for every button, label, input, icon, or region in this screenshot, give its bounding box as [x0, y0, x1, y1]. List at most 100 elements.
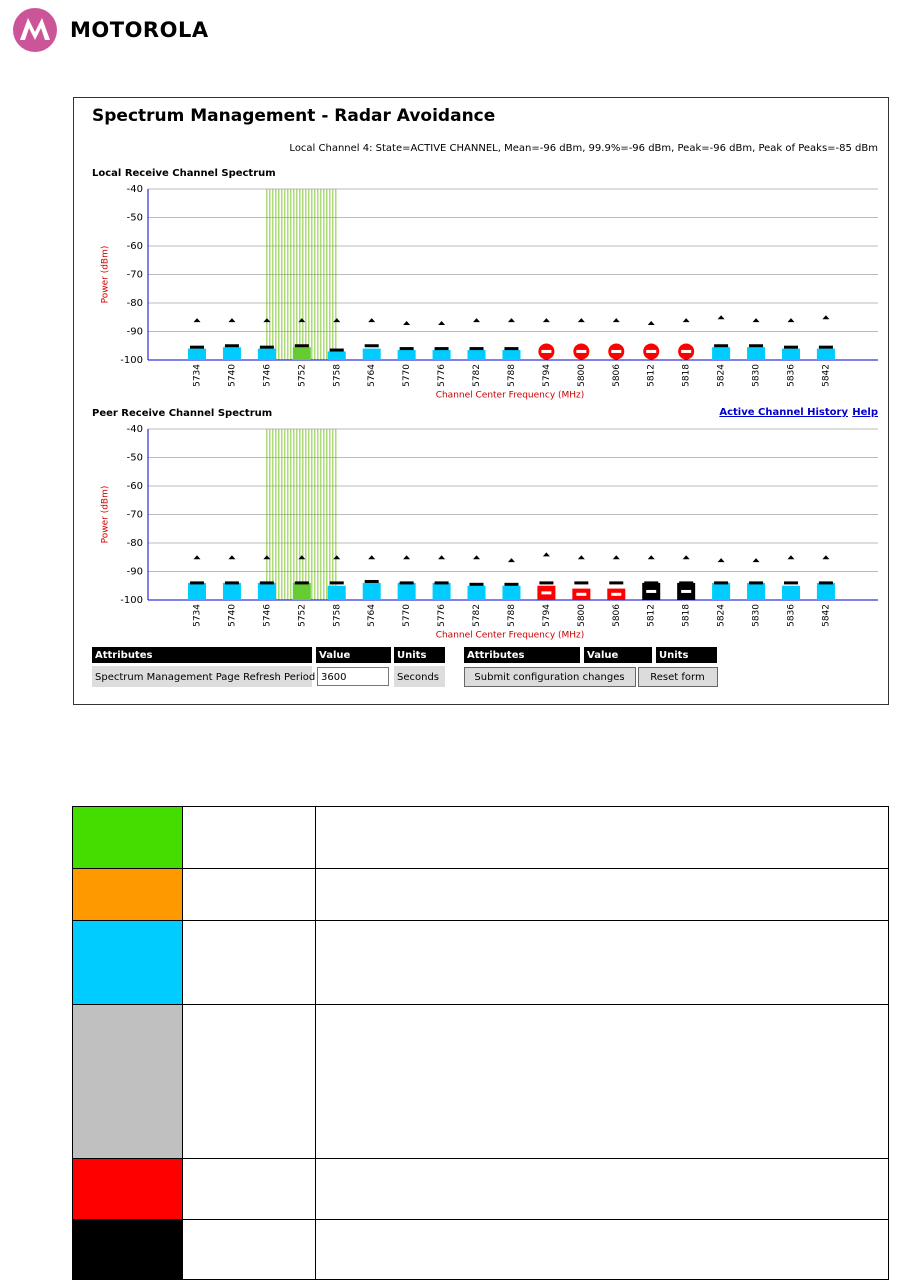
- y-tick-label: -60: [127, 481, 143, 492]
- x-tick-label: 5734: [193, 604, 203, 627]
- bar: [467, 350, 486, 360]
- x-tick-label: 5770: [402, 364, 412, 387]
- x-tick-label: 5836: [786, 604, 796, 627]
- bar: [222, 347, 241, 360]
- link-history[interactable]: Active Channel History: [719, 407, 848, 418]
- bar: [467, 585, 486, 600]
- bar: [747, 582, 766, 600]
- peak-marker: [542, 318, 550, 323]
- x-tick-label: 5800: [577, 364, 587, 387]
- y-tick-label: -60: [127, 241, 143, 252]
- value-text[interactable]: 3600: [321, 672, 346, 683]
- percentile-line: [504, 582, 519, 586]
- x-tick-label: 5842: [821, 604, 831, 627]
- percentile-line: [329, 348, 344, 352]
- brand: MOTOROLA: [70, 18, 209, 42]
- table-header-text: Units: [397, 650, 426, 661]
- x-tick-label: 5770: [402, 604, 412, 627]
- radar-dash: [681, 349, 692, 353]
- peak-marker: [298, 555, 306, 560]
- status-line: Local Channel 4: State=ACTIVE CHANNEL, M…: [289, 143, 878, 154]
- bar: [397, 350, 416, 360]
- table-header-text: Value: [319, 650, 350, 661]
- button[interactable]: [638, 667, 718, 687]
- legend-swatch: [73, 807, 182, 868]
- x-tick-label: 5824: [717, 604, 727, 627]
- radar-dash: [576, 592, 587, 596]
- units-cell: [394, 666, 445, 687]
- percentile-line: [818, 345, 833, 349]
- bar: [257, 582, 276, 600]
- x-tick-label: 5824: [717, 364, 727, 387]
- peak-marker: [228, 555, 236, 560]
- y-tick-label: -90: [127, 327, 143, 338]
- x-tick-label: 5734: [193, 364, 203, 387]
- peak-marker: [333, 555, 341, 560]
- peak-marker: [507, 318, 515, 323]
- chart-title: Local Receive Channel Spectrum: [92, 168, 276, 179]
- x-tick-label: 5830: [752, 364, 762, 387]
- x-tick-label: 5782: [472, 604, 482, 627]
- bar: [432, 582, 451, 600]
- x-tick-label: 5794: [542, 604, 552, 627]
- peak-marker: [368, 318, 376, 323]
- panel-border: [73, 97, 889, 705]
- y-tick-label: -90: [127, 567, 143, 578]
- radar-dash: [681, 589, 692, 593]
- logo-m: [20, 18, 50, 40]
- bar: [188, 348, 206, 360]
- button[interactable]: [464, 667, 636, 687]
- x-axis-label: Channel Center Frequency (MHz): [436, 631, 585, 641]
- button-label[interactable]: Submit configuration changes: [474, 672, 624, 683]
- peak-marker: [577, 555, 585, 560]
- peak-marker: [612, 318, 620, 323]
- peak-marker: [193, 555, 201, 560]
- bar: [362, 582, 381, 600]
- y-tick-label: -100: [120, 355, 143, 366]
- percentile-line: [294, 344, 309, 348]
- table-header-text: Attributes: [95, 650, 152, 661]
- peak-marker: [787, 555, 795, 560]
- percentile-line: [469, 347, 484, 351]
- bar: [502, 350, 521, 360]
- percentile-line: [783, 345, 798, 349]
- bar: [816, 348, 835, 360]
- table-header-cell: [464, 647, 580, 663]
- peak-marker: [577, 318, 585, 323]
- button-label[interactable]: Reset form: [650, 672, 704, 683]
- peak-marker: [822, 315, 830, 320]
- logo: [13, 8, 57, 52]
- logo-circle: [13, 8, 57, 52]
- table-header-cell: [394, 647, 445, 663]
- percentile-line: [818, 581, 833, 585]
- x-tick-label: 5752: [297, 364, 307, 387]
- percentile-line: [749, 344, 764, 348]
- x-tick-label: 5812: [647, 604, 657, 627]
- radar-dash: [646, 349, 657, 353]
- percentile-line: [749, 581, 764, 585]
- bar: [292, 347, 311, 360]
- x-axis-label: Channel Center Frequency (MHz): [436, 391, 585, 401]
- y-tick-label: -50: [127, 213, 143, 224]
- percentile-line: [329, 581, 344, 585]
- y-tick-label: -50: [127, 453, 143, 464]
- y-tick-label: -80: [127, 538, 143, 549]
- x-tick-label: 5806: [612, 604, 622, 627]
- link-help[interactable]: Help: [852, 407, 878, 418]
- peak-marker: [403, 555, 411, 560]
- peak-marker: [263, 555, 271, 560]
- x-tick-label: 5746: [262, 364, 272, 387]
- radar-dash: [646, 589, 657, 593]
- percentile-line: [539, 581, 554, 585]
- table-header-text: Attributes: [467, 650, 524, 661]
- percentile-line: [224, 581, 239, 585]
- table-header-cell: [656, 647, 717, 663]
- percentile-line: [399, 581, 414, 585]
- bar: [362, 348, 381, 360]
- bar: [188, 582, 206, 600]
- value-input[interactable]: [317, 667, 389, 686]
- radar-dash: [611, 592, 622, 596]
- x-tick-label: 5758: [332, 604, 342, 627]
- x-tick-label: 5764: [367, 364, 377, 387]
